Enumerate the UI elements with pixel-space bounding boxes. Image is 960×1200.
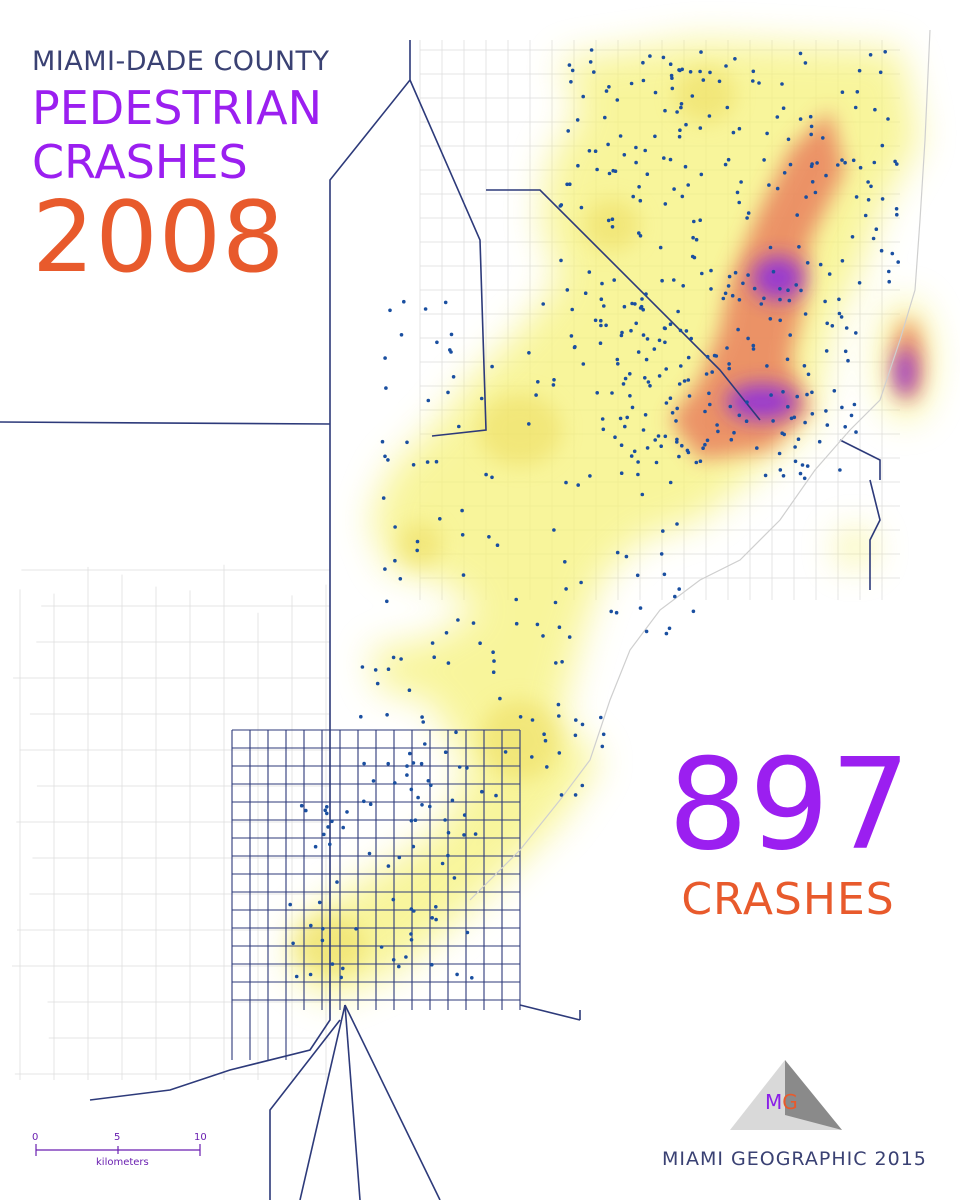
road-grid bbox=[231, 729, 521, 1060]
pedestrian-title: PEDESTRIAN bbox=[32, 81, 322, 135]
logo-mark bbox=[730, 1060, 842, 1130]
county-title: MIAMI-DADE COUNTY bbox=[32, 46, 330, 77]
credit-text: MIAMI GEOGRAPHIC 2015 bbox=[662, 1148, 927, 1170]
logo-g: G bbox=[782, 1090, 798, 1114]
logo-letters: MG bbox=[765, 1090, 798, 1114]
crash-points bbox=[288, 48, 900, 980]
scale-unit: kilometers bbox=[96, 1157, 149, 1168]
title-block: MIAMI-DADE COUNTY PEDESTRIAN CRASHES 200… bbox=[32, 48, 330, 287]
crashes-title: CRASHES bbox=[32, 135, 248, 189]
crash-count: 897 bbox=[668, 731, 912, 878]
major-roads bbox=[0, 40, 881, 1200]
crash-count-block: 897 CRASHES bbox=[668, 731, 912, 925]
logo-m: M bbox=[765, 1090, 783, 1114]
scale-tick-10: 10 bbox=[194, 1132, 207, 1143]
coastline bbox=[469, 29, 931, 901]
year-title: 2008 bbox=[32, 181, 286, 295]
scale-tick-0: 0 bbox=[32, 1132, 39, 1143]
crash-count-label: CRASHES bbox=[681, 874, 895, 925]
scale-tick-5: 5 bbox=[114, 1132, 121, 1143]
heat-layer-peak bbox=[726, 256, 915, 420]
scale-bar bbox=[35, 1144, 201, 1156]
